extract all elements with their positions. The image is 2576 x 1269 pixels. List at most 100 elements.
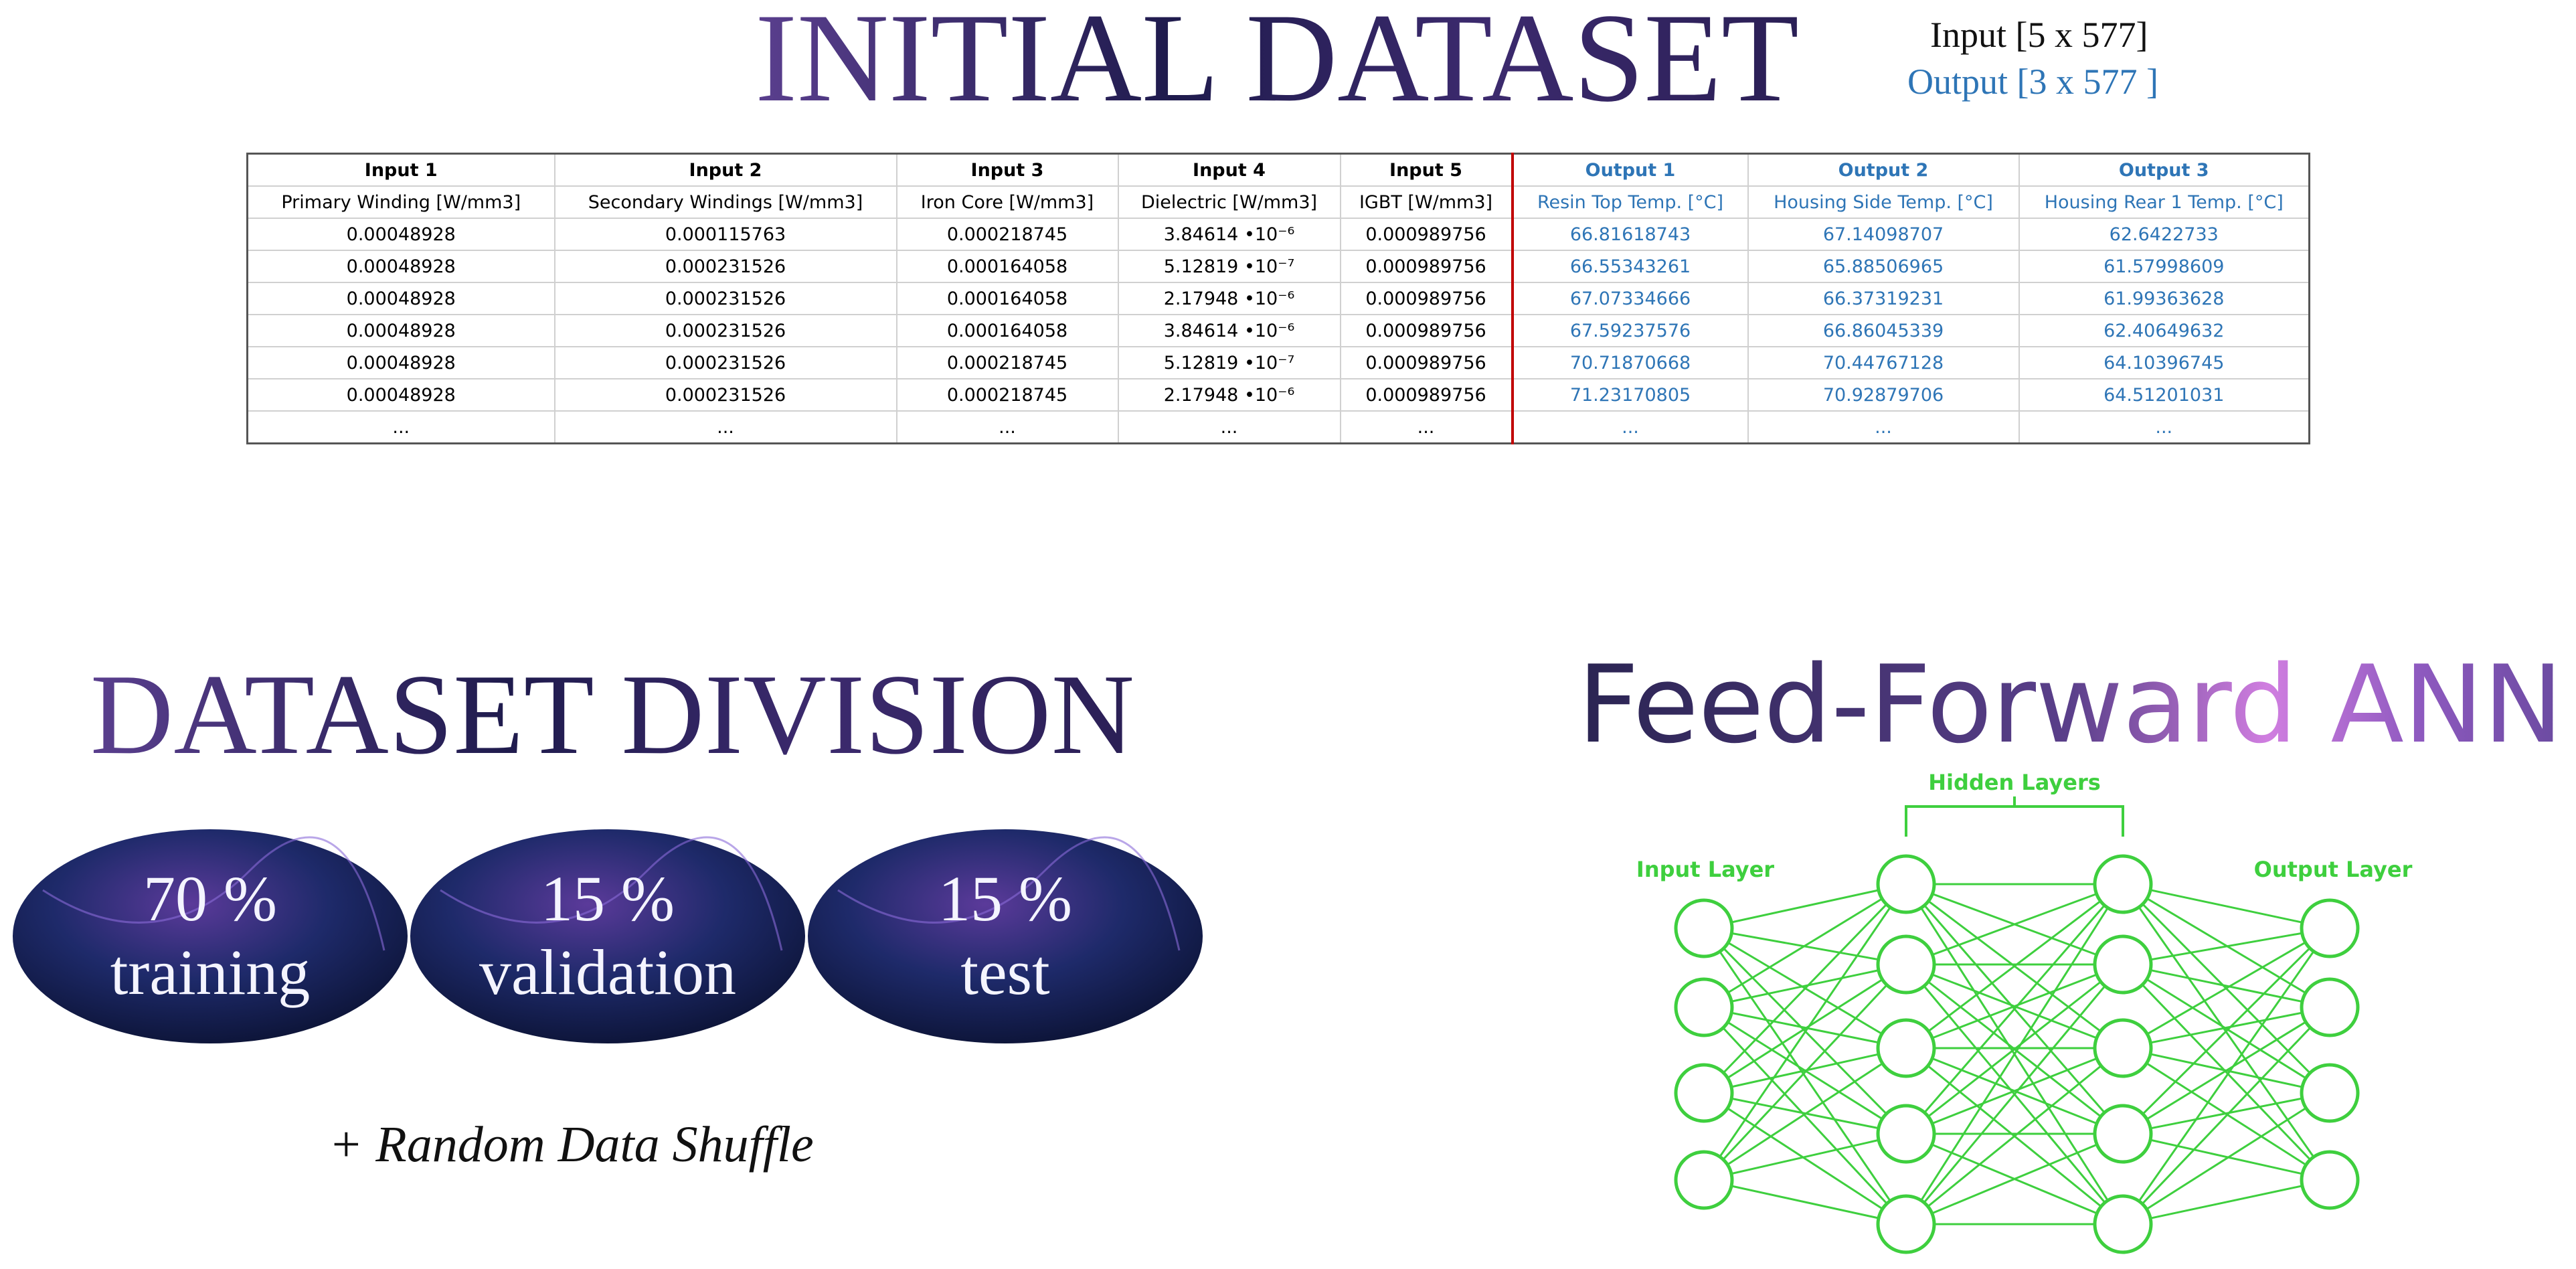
table-cell: 66.37319231 [1747,282,2020,315]
table-cell: ... [1511,410,1749,444]
connection [2122,963,2330,1009]
connection [2122,928,2331,1225]
connection [1905,1047,2124,1225]
table-cell: ... [895,410,1119,444]
connection [2122,927,2330,1049]
hidden-bracket [1905,796,2124,837]
connection [2122,1006,2330,1135]
connection [1905,883,2124,1049]
table-cell: 62.40649632 [2018,314,2310,347]
table-cell: ... [2018,410,2310,444]
table-cell: 0.000989756 [1339,314,1514,347]
connection [1905,963,2124,1049]
neuron [2093,1018,2153,1078]
connection [1703,1047,1907,1181]
connection [1905,1047,2124,1135]
oval-texture [440,836,783,951]
table-cell: Input 1 [246,153,555,187]
connection [2122,1179,2330,1225]
shuffle-note: + Random Data Shuffle [329,1116,814,1173]
table-cell: 66.55343261 [1511,250,1749,283]
connection [1703,883,1907,1181]
table-cell: 0.000115763 [553,218,897,251]
table-cell: ... [1339,410,1514,444]
table-row: 0.00048928 0.000115763 0.000218745 3.84614 … [246,218,2310,251]
connection [2122,1092,2330,1225]
neuron [1876,1104,1936,1164]
table-cell: Resin Top Temp. [°C] [1511,185,1749,219]
table-cell: 65.88506965 [1747,250,2020,283]
connection [2122,883,2330,930]
table-cell: Input 3 [895,153,1119,187]
connection [1703,1047,1907,1094]
table-cell: 0.00048928 [246,346,555,379]
connection [1905,883,2124,1134]
table-cell: 0.000218745 [895,378,1119,412]
split-percent: 15 % [938,863,1072,934]
split-oval [808,829,1203,1043]
table-cell: 0.000218745 [895,346,1119,379]
table-cell: 0.00048928 [246,282,555,315]
table-cell: 0.000231526 [553,378,897,412]
neuron [1876,934,1936,995]
oval-texture [42,836,385,951]
split-percent: 70 % [143,863,277,934]
connection [1703,1132,1907,1181]
table-cell: Output 3 [2018,153,2310,187]
table-cell: ... [246,410,555,444]
connection [1905,964,2124,1225]
table-cell: 0.00048928 [246,378,555,412]
table-cell: 0.000231526 [553,250,897,283]
connection [1703,963,1907,1094]
table-cell: 0.000989756 [1339,378,1514,412]
dataset-table: Input 1 Input 2 Input 3 Input 4 Input 5 Outpu… [246,153,2310,444]
connection [1703,1179,1907,1225]
table-cell: 67.59237576 [1511,314,1749,347]
table-cell: Housing Side Temp. [°C] [1747,185,2020,219]
connection [1703,1092,1907,1225]
connection [2122,1092,2330,1135]
table-cell: 0.000231526 [553,314,897,347]
table-cell: Output 1 [1511,153,1749,187]
output-layer-label: Output Layer [2254,857,2413,882]
connection [1703,963,1907,1009]
neuron [2300,977,2360,1037]
input-dims: Input [5 x 577] [1930,15,2148,55]
table-cell: Primary Winding [W/mm3] [246,185,555,219]
table-cell: 0.000231526 [553,282,897,315]
connection [1905,883,2124,1225]
split-label: training [110,936,311,1008]
table-cell: Iron Core [W/mm3] [895,185,1119,219]
table-cell: 2.17948 •10⁻⁶ [1117,282,1341,315]
connection [1703,963,1907,1181]
connection [2122,963,2331,1181]
split-oval [410,829,805,1043]
table-cell: 70.71870668 [1511,346,1749,379]
table-cell: Secondary Windings [W/mm3] [553,185,897,219]
hidden-label: Hidden Layers [1928,770,2101,795]
table-cell: 64.51201031 [2018,378,2310,412]
table-cell: ... [553,410,897,444]
neuron [1674,1150,1734,1210]
connection [1905,883,2124,966]
neuron [1674,1063,1734,1123]
table-cell: 67.14098707 [1747,218,2020,251]
table-cell: Output 2 [1747,153,2020,187]
output-dims: Output [3 x 577 ] [1907,62,2158,102]
connection [1703,883,1907,1094]
neuron [1876,854,1936,914]
connection [1703,883,1907,1009]
neuron [2093,1194,2153,1254]
connection [2122,927,2330,966]
neuron [1876,1018,1936,1078]
table-cell: 66.86045339 [1747,314,2020,347]
connection [1703,1006,1907,1225]
table-cell: 70.92879706 [1747,378,2020,412]
table-cell: 71.23170805 [1511,378,1749,412]
table-cell: 0.000164058 [895,250,1119,283]
neuron [1674,898,1734,958]
neuron [1674,977,1734,1037]
table-cell: 0.000989756 [1339,282,1514,315]
